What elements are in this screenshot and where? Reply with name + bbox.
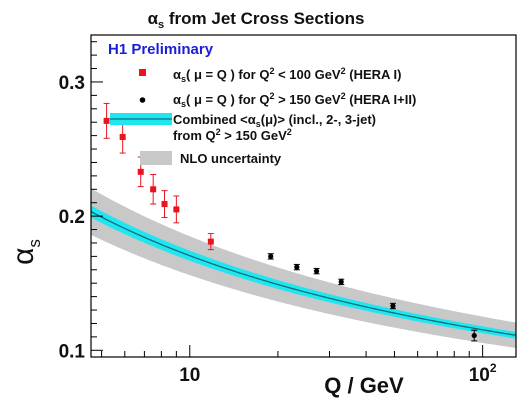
- marker-hera1-0: [103, 117, 110, 124]
- plot-frame: [90, 34, 517, 358]
- plot-area: [91, 35, 516, 357]
- marker-hera1-3: [150, 186, 157, 193]
- legend-label-nlo: NLO uncertainty: [180, 151, 282, 166]
- y-tick-label-2: 0.3: [59, 73, 85, 94]
- combined-curve: [90, 211, 517, 336]
- h1-preliminary-tag: H1 Preliminary: [108, 41, 214, 58]
- chart-title: αs from Jet Cross Sections: [148, 9, 365, 31]
- y-tick-label-1: 0.2: [59, 207, 85, 228]
- legend-marker-hera12: [139, 97, 146, 103]
- axis-ticks-group: 0.1 0.2 0.3 10 102: [59, 41, 497, 386]
- legend: αs( μ = Q ) for Q2 < 100 GeV2 (HERA I) α…: [110, 66, 416, 166]
- combined-curve-group: [90, 211, 517, 336]
- marker-hera12-0: [268, 253, 274, 259]
- point-hera12-5: [471, 329, 478, 342]
- nlo-uncertainty-band: [91, 188, 516, 348]
- point-hera1-6: [207, 233, 214, 251]
- marker-hera1-1: [119, 133, 126, 140]
- title-subscript: s: [158, 19, 164, 31]
- point-hera1-0: [103, 102, 110, 139]
- marker-hera12-2: [313, 268, 320, 274]
- y-axis-subscript: s: [25, 239, 44, 248]
- legend-marker-nlo: [140, 151, 172, 165]
- legend-label-hera1: αs( μ = Q ) for Q2 < 100 GeV2 (HERA I): [173, 66, 401, 84]
- title-symbol: α: [148, 9, 159, 28]
- y-axis-label: αs: [7, 239, 44, 265]
- x-tick-label-1: 102: [469, 361, 497, 386]
- legend-label-combined-line2: from Q2 > 150 GeV2: [173, 127, 292, 143]
- point-hera1-3: [150, 174, 157, 205]
- marker-hera12-1: [294, 264, 300, 270]
- marker-hera12-3: [338, 279, 344, 285]
- legend-label-hera12: αs( μ = Q ) for Q2 > 150 GeV2 (HERA I+II…: [173, 91, 416, 109]
- legend-label-combined-line1: Combined <αs(μ)> (incl., 2-, 3-jet): [173, 112, 376, 129]
- point-hera12-3: [338, 278, 345, 286]
- marker-hera1-4: [161, 201, 168, 208]
- x-axis-label: Q / GeV: [324, 373, 404, 398]
- x-tick-label-0: 10: [179, 365, 200, 386]
- combined-band: [91, 205, 516, 339]
- point-hera12-2: [313, 267, 320, 275]
- point-hera12-0: [267, 253, 274, 260]
- marker-hera12-5: [471, 332, 477, 339]
- marker-hera1-2: [137, 168, 144, 175]
- nlo-uncertainty-band-group: [91, 188, 516, 348]
- title-rest: from Jet Cross Sections: [164, 9, 364, 28]
- point-hera1-5: [173, 195, 180, 224]
- y-tick-label-0: 0.1: [59, 341, 86, 362]
- marker-hera12-4: [390, 303, 396, 309]
- point-hera12-1: [293, 263, 300, 271]
- data-points-group: [103, 102, 478, 342]
- combined-band-group: [91, 205, 516, 339]
- y-axis-symbol: α: [7, 248, 40, 265]
- point-hera1-4: [161, 190, 168, 218]
- point-hera12-4: [389, 302, 396, 310]
- legend-marker-hera1: [139, 69, 146, 76]
- marker-hera1-5: [173, 206, 180, 213]
- marker-hera1-6: [207, 238, 214, 245]
